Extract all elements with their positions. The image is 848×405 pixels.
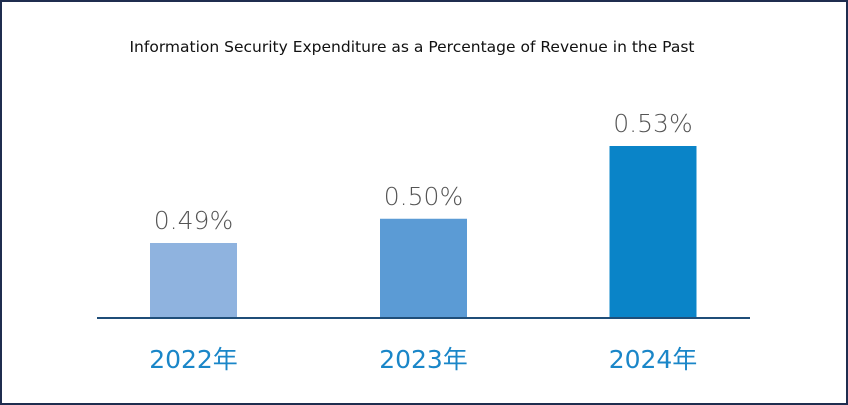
data-label: 0.53% bbox=[613, 109, 692, 138]
x-tick-label: 2022年 bbox=[149, 345, 238, 374]
data-label: 0.49% bbox=[154, 206, 233, 235]
bar-2024 bbox=[609, 146, 697, 318]
x-tick-label: 2023年 bbox=[379, 345, 468, 374]
bar-2023 bbox=[380, 218, 467, 318]
data-label: 0.50% bbox=[384, 182, 463, 211]
x-tick-label: 2024年 bbox=[609, 345, 698, 374]
chart-title: Information Security Expenditure as a Pe… bbox=[129, 38, 694, 56]
bar-2022 bbox=[150, 243, 237, 318]
